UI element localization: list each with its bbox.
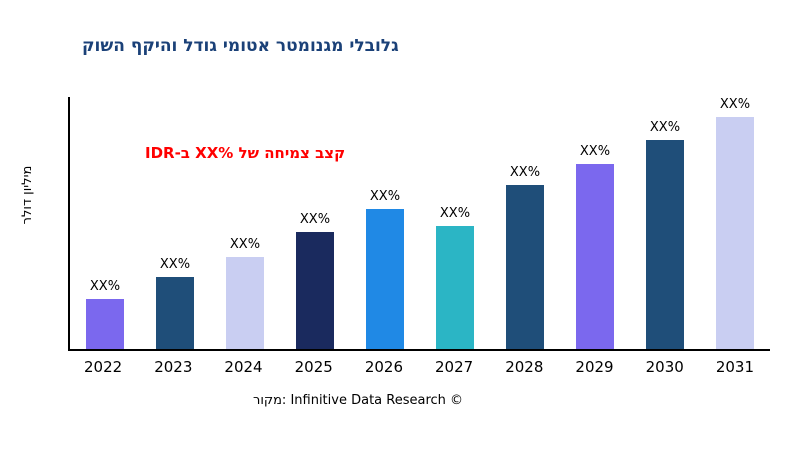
x-tick-2023: 2023 xyxy=(154,358,193,376)
bar-group-2022: XX% xyxy=(70,279,140,349)
bar-2023 xyxy=(156,277,194,349)
bar-value-label: XX% xyxy=(159,257,191,272)
x-tick-2030: 2030 xyxy=(645,358,684,376)
bar-value-label: XX% xyxy=(299,212,331,227)
x-tick-2031: 2031 xyxy=(715,358,755,376)
x-tick-2025: 2025 xyxy=(294,358,333,376)
bar-group-2026: XX% xyxy=(350,189,420,349)
bar-value-label: XX% xyxy=(719,97,751,112)
x-tick-2027: 2027 xyxy=(435,358,474,376)
x-tick-2024: 2024 xyxy=(224,358,263,376)
bar-value-label: XX% xyxy=(649,120,681,135)
bar-value-label: XX% xyxy=(509,165,541,180)
bar-value-label: XX% xyxy=(439,206,471,221)
bar-group-2027: XX% xyxy=(420,206,490,349)
x-tick-2029: 2029 xyxy=(575,358,614,376)
bar-2022 xyxy=(86,299,124,349)
plot-area: IDR-ב XX% לש החימצ בצק XX% XX% XX% XX% XX% XX… xyxy=(68,97,770,351)
x-axis-ticks: 2022 2023 2024 2025 2026 2027 2028 2029 2030 2031 xyxy=(68,358,770,376)
y-axis-label: רלוד ןוילימ xyxy=(20,165,35,225)
bar-2029 xyxy=(576,164,614,349)
bar-2026 xyxy=(366,209,404,349)
bar-group-2030: XX% xyxy=(630,120,700,349)
bar-group-2023: XX% xyxy=(140,257,210,349)
bar-2025 xyxy=(296,232,334,349)
bar-value-label: XX% xyxy=(579,144,611,159)
bar-2030 xyxy=(646,140,684,349)
x-tick-2026: 2026 xyxy=(364,358,403,376)
bar-2031 xyxy=(716,117,754,349)
chart-title: קושה ףקיהו לדוג ימוטא רטמונגמ ילבולג xyxy=(82,36,399,56)
x-tick-2028: 2028 xyxy=(505,358,544,376)
bar-group-2028: XX% xyxy=(490,165,560,349)
bar-value-label: XX% xyxy=(369,189,401,204)
bar-group-2029: XX% xyxy=(560,144,630,349)
bar-2028 xyxy=(506,185,544,349)
bar-group-2024: XX% xyxy=(210,237,280,349)
bar-2027 xyxy=(436,226,474,349)
bar-group-2025: XX% xyxy=(280,212,350,349)
bar-value-label: XX% xyxy=(229,237,261,252)
bar-2024 xyxy=(226,257,264,349)
bars: XX% XX% XX% XX% XX% XX% XX% XX% XX% XX% xyxy=(70,97,770,349)
bar-value-label: XX% xyxy=(89,279,121,294)
growth-annotation: IDR-ב XX% לש החימצ בצק xyxy=(145,144,346,162)
bar-group-2031: XX% xyxy=(700,97,770,349)
x-tick-2022: 2022 xyxy=(84,358,123,376)
source-caption: רוקמ: Infinitive Data Research © xyxy=(253,393,464,408)
